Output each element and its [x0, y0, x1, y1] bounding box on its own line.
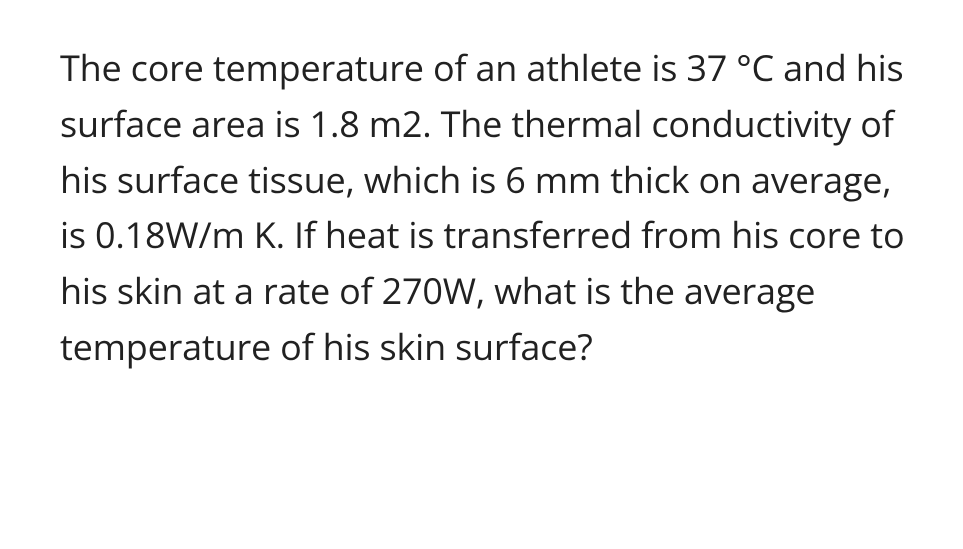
physics-problem-text: The core temperature of an athlete is 37…: [60, 40, 913, 375]
